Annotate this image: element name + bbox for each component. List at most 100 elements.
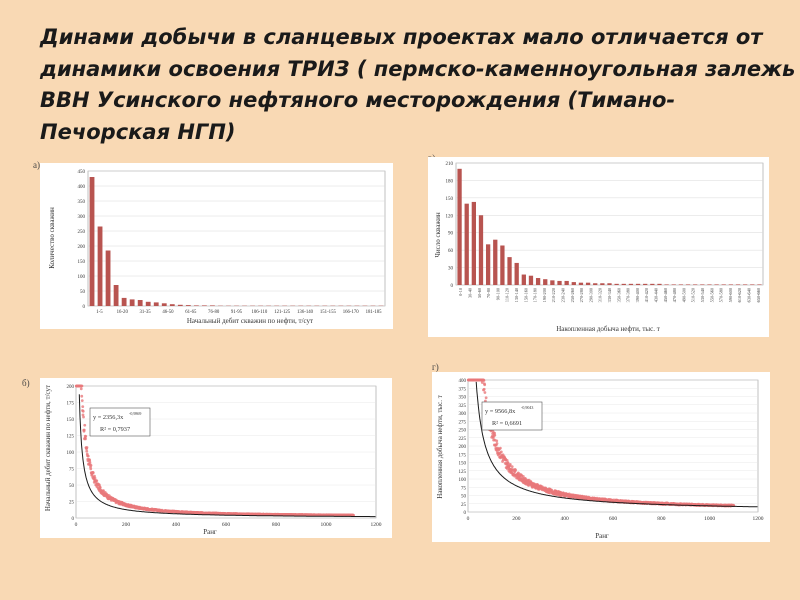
- y-tick-label: 200: [67, 385, 75, 390]
- x-tick-label: 450-460: [663, 288, 668, 302]
- x-tick-label: 400: [172, 522, 181, 528]
- y-tick-label: 0: [464, 511, 467, 516]
- x-tick-label: 510-520: [691, 288, 696, 302]
- x-tick-label: 600: [609, 516, 618, 522]
- bar: [735, 284, 741, 285]
- bar: [557, 280, 562, 285]
- x-tick-label: 490-500: [681, 288, 686, 302]
- bar: [593, 283, 598, 285]
- x-tick-label: 166-170: [343, 310, 360, 315]
- data-point: [80, 399, 84, 403]
- fit-exponent: -0,9869: [129, 411, 141, 417]
- bar: [493, 239, 498, 285]
- data-point: [484, 396, 488, 400]
- panel-label-d: г): [432, 362, 439, 372]
- x-tick-label: 170-180: [533, 288, 538, 302]
- x-tick-label: 470-480: [672, 288, 677, 302]
- x-tick-label: 0: [75, 522, 78, 528]
- data-point: [80, 394, 84, 398]
- bar: [614, 283, 619, 285]
- x-tick-label: 230-240: [560, 288, 565, 302]
- x-axis-label: Начальный дебит скважин по нефти, т/сут: [187, 317, 313, 325]
- data-point: [510, 470, 514, 474]
- title-line: динамики освоения ТРИЗ ( пермско-каменно…: [40, 56, 796, 81]
- x-tick-label: 330-340: [607, 288, 612, 302]
- x-tick-label: 530-540: [700, 288, 705, 302]
- equation-box: [481, 401, 543, 431]
- slide-title: Динами добычи в сланцевых проектах мало …: [40, 22, 796, 148]
- fit-equation: y = 2356,3x: [93, 414, 124, 421]
- data-point: [84, 437, 87, 441]
- panel-label-a: а): [33, 160, 40, 170]
- data-point: [352, 513, 355, 517]
- x-tick-label: 0-10: [458, 288, 463, 296]
- bar: [500, 245, 505, 285]
- x-tick-label: 650-660: [756, 288, 761, 302]
- bar: [89, 177, 95, 306]
- r-squared: R² = 0,6691: [492, 420, 522, 427]
- x-tick-label: 410-420: [644, 288, 649, 302]
- chart-panel-a: 0 50 100 150 200 250 300 350 400 450 1-5 16-20 31-35…: [40, 163, 393, 329]
- y-tick-label: 30: [448, 267, 454, 272]
- bar: [177, 304, 183, 306]
- y-axis-label: Начальный дебит скважин по нефти, т/сут: [44, 385, 52, 511]
- bar: [121, 297, 127, 306]
- data-point: [98, 486, 102, 489]
- y-tick-label: 400: [459, 379, 467, 384]
- bar: [671, 284, 676, 285]
- x-tick-label: 90-100: [495, 288, 500, 300]
- x-tick-label: 550-560: [709, 288, 714, 302]
- data-point: [83, 423, 87, 427]
- data-point: [82, 415, 85, 419]
- x-tick-label: 800: [272, 522, 281, 528]
- bar: [743, 284, 748, 285]
- x-tick-label: 130-140: [514, 288, 519, 302]
- y-tick-label: 100: [459, 478, 467, 483]
- bar: [643, 283, 648, 285]
- bar: [113, 285, 119, 306]
- bar: [600, 283, 605, 285]
- x-tick-label: 190-200: [542, 288, 547, 302]
- bar: [707, 284, 712, 285]
- x-tick-label: 590-600: [728, 288, 733, 302]
- data-point: [480, 381, 484, 384]
- x-tick-label: 400: [561, 516, 570, 522]
- bar: [535, 278, 541, 285]
- bar: [693, 284, 698, 285]
- y-tick-label: 150: [459, 462, 467, 467]
- histogram-initial-rate: 0 50 100 150 200 250 300 350 400 450 1-5 16-20 31-35…: [48, 170, 386, 325]
- x-tick-label: 110-120: [505, 288, 510, 302]
- data-point: [81, 405, 85, 408]
- data-point: [506, 461, 510, 465]
- y-tick-label: 250: [459, 429, 467, 434]
- bar: [607, 283, 612, 285]
- x-tick-label: 76-80: [208, 310, 220, 315]
- x-tick-label: 0: [467, 516, 470, 522]
- rank-scatter-cumulative: 0 25 50 75 100 125 150 175 200 225 250 275 300 325 350…: [436, 378, 764, 540]
- x-tick-label: 200: [512, 516, 521, 522]
- title-line: ВВН Усинского нефтяного месторождения (Т…: [40, 88, 676, 112]
- data-point: [493, 433, 497, 437]
- bar: [714, 284, 719, 285]
- x-tick-label: 1200: [753, 516, 764, 522]
- y-tick-label: 175: [459, 453, 467, 458]
- x-tick-label: 31-35: [140, 310, 152, 315]
- bar: [201, 305, 207, 306]
- y-tick-label: 400: [78, 185, 86, 190]
- y-tick-label: 325: [459, 404, 467, 409]
- data-point: [514, 468, 518, 472]
- bar: [685, 284, 691, 285]
- bar: [457, 168, 462, 285]
- x-tick-label: 1200: [371, 522, 382, 528]
- histogram-cumulative-production: 0 30 60 90 120 150 180 210 0-10 30-40 50-60 70-80 90…: [434, 162, 764, 333]
- x-tick-label: 200: [122, 522, 131, 528]
- x-axis-label: Накопленная добыча нефти, тыс. т: [556, 325, 660, 333]
- y-tick-label: 350: [459, 396, 467, 401]
- bar: [721, 284, 726, 285]
- data-point: [508, 462, 512, 466]
- x-axis-label: Ранг: [203, 528, 217, 536]
- data-point: [521, 474, 525, 478]
- bar: [650, 283, 655, 285]
- y-tick-label: 450: [78, 170, 86, 175]
- data-point: [102, 489, 105, 493]
